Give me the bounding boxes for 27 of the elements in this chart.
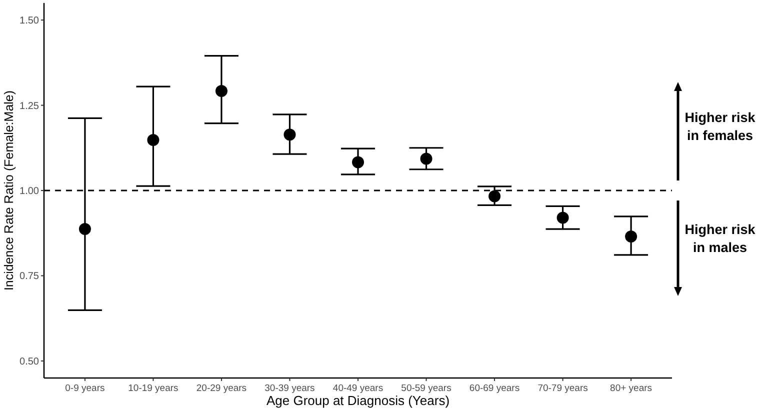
x-tick-label: 0-9 years	[65, 383, 105, 394]
y-tick-label: 1.00	[20, 186, 40, 197]
x-tick-label: 20-29 years	[196, 383, 247, 394]
point	[420, 152, 432, 165]
point	[625, 230, 638, 243]
point	[78, 223, 91, 236]
y-tick-label: 1.25	[20, 100, 40, 112]
x-tick-label: 80+ years	[610, 383, 652, 394]
y-tick-label: 1.50	[20, 16, 40, 27]
x-tick-label: 60-69 years	[469, 383, 520, 394]
y-tick-label: 0.75	[20, 271, 40, 282]
point	[147, 134, 160, 146]
x-tick-label: 30-39 years	[264, 383, 316, 394]
text: Higher risk in males	[684, 222, 756, 255]
point	[284, 128, 296, 141]
point	[556, 212, 569, 224]
x-axis-title: Age Group at Diagnosis (Years)	[266, 393, 450, 408]
text: Higher risk in females	[684, 110, 756, 143]
point	[352, 156, 364, 168]
x-tick-label: 70-79 years	[538, 383, 588, 394]
y-axis-title: Incidence Rate Ratio (Female:Male)	[2, 90, 16, 291]
x-tick-label: 10-19 years	[128, 383, 179, 394]
point	[215, 84, 228, 97]
x-tick-label: 40-49 years	[332, 383, 384, 394]
y-tick-label: 0.50	[20, 356, 40, 368]
x-tick-label: 50-59 years	[401, 383, 452, 394]
point	[488, 190, 501, 202]
